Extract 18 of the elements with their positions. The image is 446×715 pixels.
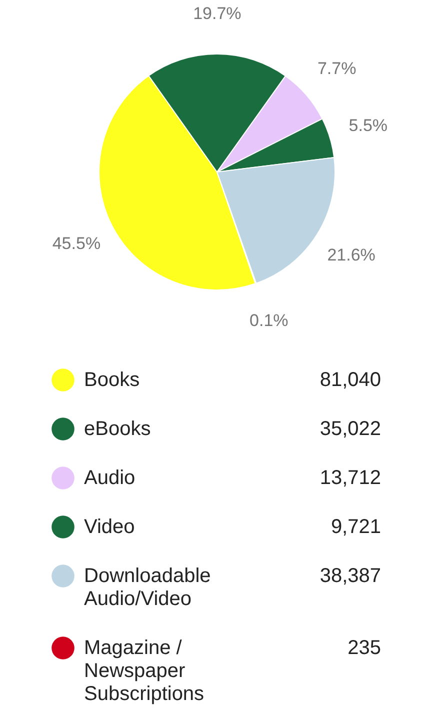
data-label: 0.1% xyxy=(250,311,288,330)
legend-label: Downloadable Audio/Video xyxy=(84,565,211,610)
text: 235 xyxy=(348,637,381,659)
text: 13,712 xyxy=(320,467,381,489)
text: 9,721 xyxy=(330,516,381,538)
data-label: 21.6% xyxy=(327,245,376,264)
legend-label: Video xyxy=(84,516,135,538)
legend-label: Audio xyxy=(84,467,136,489)
data-label: 7.7% xyxy=(317,59,356,78)
text: 38,387 xyxy=(320,565,381,587)
legend-label: Books xyxy=(84,369,140,391)
text: 81,040 xyxy=(320,369,381,391)
data-label: 45.5% xyxy=(52,234,101,254)
data-label: 19.7% xyxy=(193,4,242,23)
legend-label: eBooks xyxy=(84,418,151,440)
legend-label: Magazine / Newspaper Subscriptions xyxy=(84,637,204,705)
data-label: 5.5% xyxy=(348,116,388,135)
text: 35,022 xyxy=(320,418,381,440)
